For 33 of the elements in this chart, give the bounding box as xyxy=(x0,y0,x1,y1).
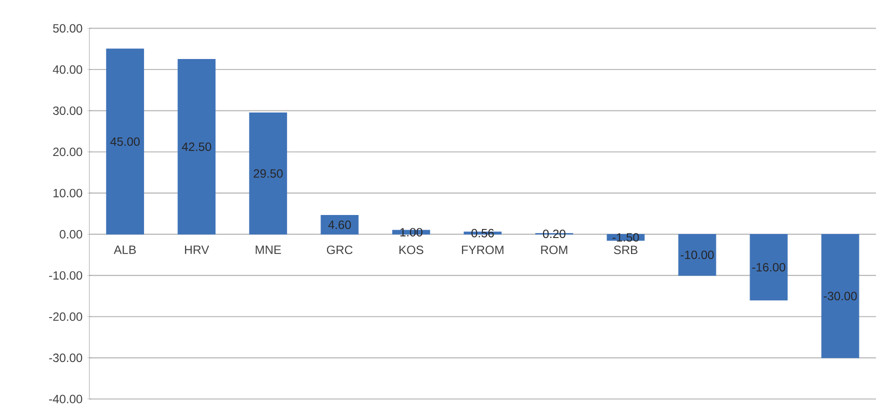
data-label: -10.00 xyxy=(680,250,714,260)
data-label: 4.60 xyxy=(328,220,351,230)
data-label: -16.00 xyxy=(752,262,786,272)
bar xyxy=(750,234,788,300)
data-label: -1.50 xyxy=(612,233,639,242)
bar xyxy=(178,58,216,235)
y-tick-label: -20.00 xyxy=(49,312,82,321)
y-tick-label: 50.00 xyxy=(53,24,82,33)
x-tick-label: HRV xyxy=(185,246,210,254)
bar xyxy=(821,234,860,358)
x-tick-label: GRC xyxy=(326,246,353,254)
x-tick-label: ALB xyxy=(114,246,136,254)
y-tick-label: 20.00 xyxy=(53,148,82,156)
bar xyxy=(249,112,288,235)
data-label: 45.00 xyxy=(110,137,140,146)
bar xyxy=(320,215,359,235)
y-tick-label: -40.00 xyxy=(49,394,82,404)
y-tick-label: -30.00 xyxy=(49,354,82,362)
y-tick-label: -10.00 xyxy=(49,271,82,280)
y-tick-label: 10.00 xyxy=(54,188,82,198)
data-label: -30.00 xyxy=(824,292,857,300)
x-tick-label: KOS xyxy=(399,246,424,254)
x-tick-label: ROM xyxy=(541,246,568,254)
bar xyxy=(678,234,716,276)
x-tick-label: FYROM xyxy=(462,246,504,254)
y-tick-label: 40.00 xyxy=(52,65,82,74)
data-label: 42.50 xyxy=(182,142,212,151)
y-tick-label: 30.00 xyxy=(53,106,82,115)
x-tick-label: SRB xyxy=(614,246,638,254)
bar xyxy=(106,48,144,235)
data-label: 29.50 xyxy=(254,169,283,178)
y-tick-label: 0.00 xyxy=(60,230,82,239)
x-tick-label: MNE xyxy=(256,246,281,254)
